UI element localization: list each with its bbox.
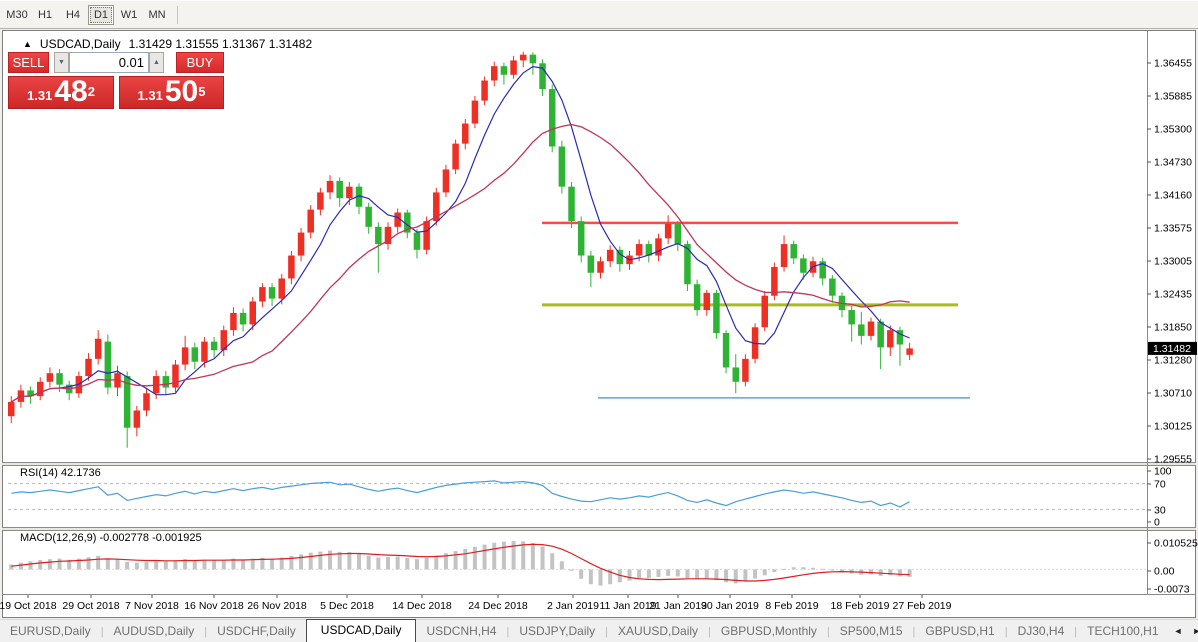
tab-tech100-h1[interactable]: TECH100,H1 bbox=[1087, 624, 1159, 638]
buy-price-prefix: 1.31 bbox=[137, 88, 163, 103]
tab-gbpusd-monthly[interactable]: GBPUSD,Monthly bbox=[720, 624, 817, 638]
chart-title-row: ▲ USDCAD,Daily 1.31429 1.31555 1.31367 1… bbox=[23, 37, 312, 51]
sell-price-big: 48 bbox=[54, 75, 88, 108]
chart-window: ▲ USDCAD,Daily 1.31429 1.31555 1.31367 1… bbox=[2, 30, 1196, 618]
tab-separator: | bbox=[100, 626, 104, 638]
buy-price-box[interactable]: 1.31 50 5 bbox=[119, 76, 224, 109]
collapse-chart-icon[interactable]: ▲ bbox=[23, 39, 32, 49]
timeframe-button-h1[interactable]: H1 bbox=[37, 8, 53, 21]
spin-up-icon: ▲ bbox=[153, 59, 160, 66]
buy-price-sup: 5 bbox=[198, 84, 206, 99]
tab-separator: | bbox=[1074, 626, 1078, 638]
macd-label: MACD(12,26,9) -0.002778 -0.001925 bbox=[20, 532, 202, 544]
tab-separator: | bbox=[826, 626, 830, 638]
one-click-trade-panel: SELL ▼ ▲ BUY 1.31 48 2 1.31 50 5 bbox=[8, 52, 228, 110]
tab-audusd-daily[interactable]: AUDUSD,Daily bbox=[113, 624, 195, 638]
timeframe-toolbar: M30 H1 H4 D1 W1 MN bbox=[0, 0, 1198, 29]
chart-ohlc-quotes: 1.31429 1.31555 1.31367 1.31482 bbox=[128, 37, 313, 51]
tab-separator: | bbox=[708, 626, 711, 638]
tab-scroll-right-icon[interactable]: ► bbox=[1192, 626, 1198, 636]
tab-separator: | bbox=[912, 626, 916, 638]
tab-separator: | bbox=[1004, 626, 1008, 638]
sell-price-prefix: 1.31 bbox=[27, 88, 53, 103]
chart-symbol-title: USDCAD,Daily bbox=[39, 37, 121, 51]
tab-usdcad-daily[interactable]: USDCAD,Daily bbox=[305, 619, 417, 642]
rsi-label: RSI(14) 42.1736 bbox=[20, 467, 101, 479]
tab-scroll-left-icon[interactable]: ◄ bbox=[1173, 626, 1183, 636]
tab-usdcnh-h4[interactable]: USDCNH,H4 bbox=[426, 624, 497, 638]
timeframe-button-mn[interactable]: MN bbox=[148, 8, 166, 21]
tab-dj30-h4[interactable]: DJ30,H4 bbox=[1017, 624, 1065, 638]
spin-down-icon: ▼ bbox=[58, 59, 65, 66]
sell-price-sup: 2 bbox=[87, 84, 95, 99]
timeframe-button-w1[interactable]: W1 bbox=[120, 8, 138, 21]
tab-separator: | bbox=[605, 626, 609, 638]
tab-usdjpy-daily[interactable]: USDJPY,Daily bbox=[519, 624, 596, 638]
tab-eurusd-daily[interactable]: EURUSD,Daily bbox=[10, 624, 91, 638]
symbol-tab-bar: EURUSD,Daily | AUDUSD,Daily | USDCHF,Daily US… bbox=[0, 619, 1198, 642]
timeframe-button-m30[interactable]: M30 bbox=[6, 8, 28, 21]
timeframe-button-d1[interactable]: D1 bbox=[88, 4, 114, 25]
tab-usdchf-daily[interactable]: USDCHF,Daily bbox=[217, 624, 296, 638]
toolbar-separator bbox=[177, 5, 178, 24]
buy-button[interactable]: BUY bbox=[176, 52, 224, 73]
sell-button[interactable]: SELL bbox=[8, 52, 49, 73]
tab-gbpusd-h1[interactable]: GBPUSD,H1 bbox=[925, 624, 995, 638]
timeframe-button-h4[interactable]: H4 bbox=[65, 8, 81, 21]
lot-increase-button[interactable]: ▲ bbox=[149, 52, 164, 73]
sell-price-box[interactable]: 1.31 48 2 bbox=[8, 76, 114, 109]
buy-price-big: 50 bbox=[164, 75, 199, 108]
tab-sp500-m15[interactable]: SP500,M15 bbox=[839, 624, 903, 638]
tab-separator: | bbox=[506, 626, 510, 638]
tab-xauusd-daily[interactable]: XAUUSD,Daily bbox=[618, 624, 699, 638]
tab-separator: | bbox=[204, 626, 208, 638]
lot-size-input[interactable] bbox=[69, 52, 149, 73]
lot-decrease-button[interactable]: ▼ bbox=[54, 52, 69, 73]
